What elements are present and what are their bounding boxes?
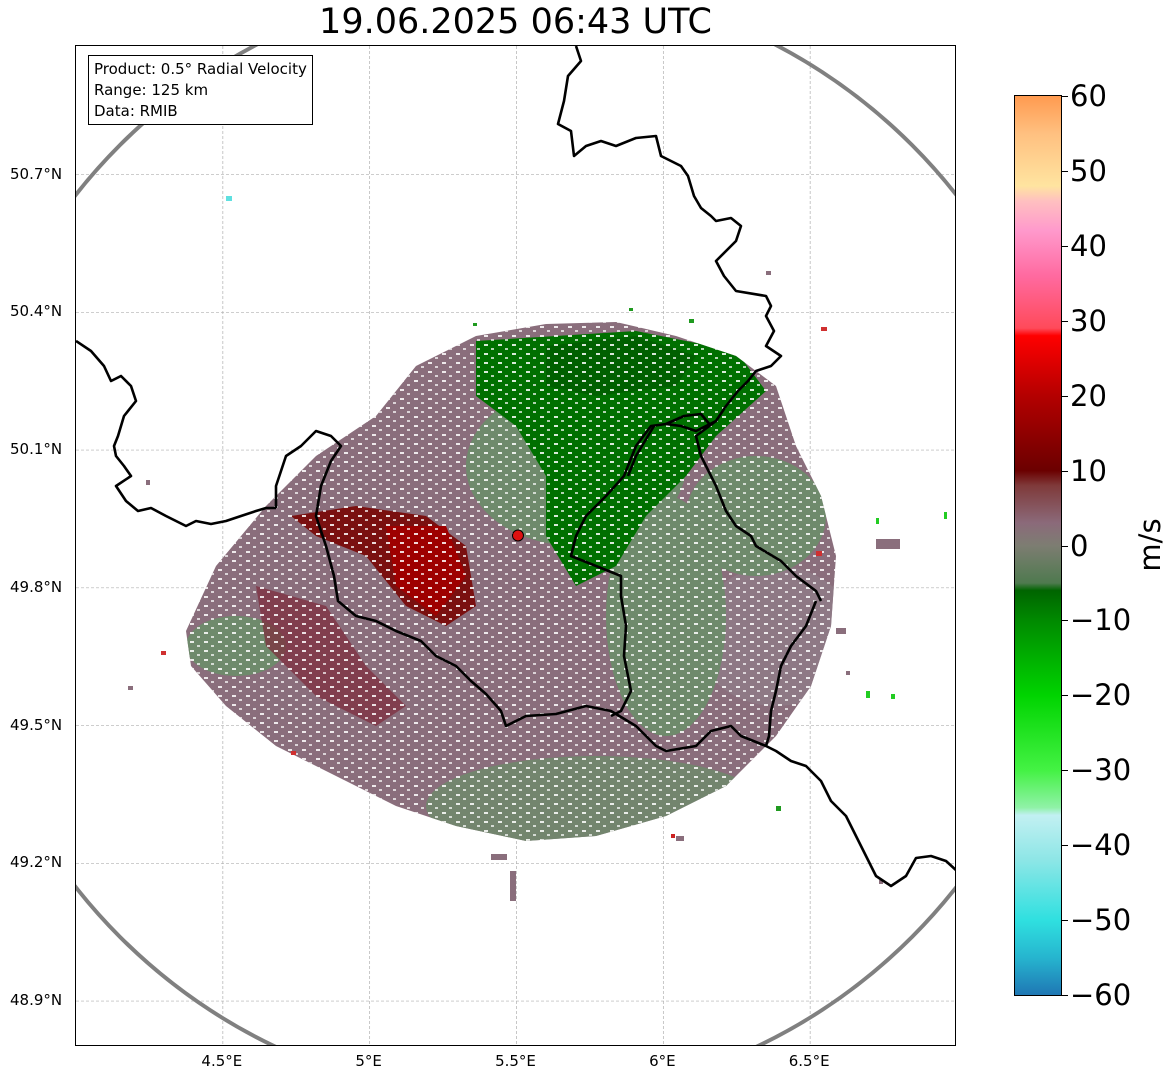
map-title: 19.06.2025 06:43 UTC — [319, 2, 712, 42]
lon-label: 6°E — [649, 1052, 676, 1070]
lon-label: 6.5°E — [788, 1052, 830, 1070]
colorbar-tick — [1062, 545, 1068, 547]
colorbar-tick-label: 50 — [1070, 153, 1107, 188]
colorbar-tick — [1062, 470, 1068, 472]
colorbar-tick-label: −30 — [1070, 753, 1132, 788]
colorbar-tick-label: −20 — [1070, 678, 1132, 713]
colorbar-tick — [1062, 845, 1068, 847]
colorbar-tick-label: 40 — [1070, 228, 1107, 263]
colorbar-unit-label: m/s — [1133, 518, 1167, 572]
colorbar-tick-label: 30 — [1070, 303, 1107, 338]
colorbar-tick — [1062, 395, 1068, 397]
lat-label: 50.1°N — [10, 440, 63, 459]
lat-label: 50.4°N — [10, 302, 63, 321]
colorbar-tick-label: −10 — [1070, 603, 1132, 638]
lat-label: 49.5°N — [10, 715, 63, 734]
colorbar-tick — [1062, 695, 1068, 697]
radar-map — [76, 46, 955, 1045]
lon-label: 5.5°E — [495, 1052, 536, 1070]
colorbar-tick — [1062, 920, 1068, 922]
colorbar-tick-label: 60 — [1070, 79, 1107, 113]
lat-label: 49.2°N — [10, 853, 63, 872]
radar-site-marker[interactable] — [511, 529, 524, 542]
colorbar-tick-label: 10 — [1070, 453, 1107, 488]
colorbar-fill — [1015, 96, 1061, 995]
lon-label: 5°E — [355, 1052, 382, 1070]
info-data-source: Data: RMIB — [94, 102, 178, 120]
colorbar-tick — [1062, 770, 1068, 772]
colorbar-tick-label: 0 — [1070, 528, 1089, 563]
lon-label: 4.5°E — [201, 1052, 243, 1070]
velocity-colorbar — [1014, 95, 1062, 996]
colorbar-tick — [1062, 245, 1068, 247]
info-range: Range: 125 km — [94, 81, 209, 99]
colorbar-tick-label: −40 — [1070, 828, 1132, 863]
colorbar-gradient — [1015, 96, 1061, 995]
colorbar-tick-label: 20 — [1070, 378, 1107, 413]
product-info-box: Product: 0.5° Radial Velocity Range: 125… — [88, 55, 313, 125]
colorbar-tick — [1062, 320, 1068, 322]
info-product: Product: 0.5° Radial Velocity — [94, 60, 307, 78]
velocity-pixel-scatter — [128, 196, 947, 901]
lat-label: 49.8°N — [10, 577, 63, 596]
colorbar-tick-label: −50 — [1070, 903, 1132, 938]
radar-echo-field — [186, 322, 836, 841]
colorbar-tick-label: −60 — [1070, 978, 1132, 1012]
colorbar-tick — [1062, 170, 1068, 172]
colorbar-tick — [1062, 96, 1068, 97]
lat-label: 50.7°N — [10, 164, 63, 183]
colorbar-tick — [1062, 620, 1068, 622]
radar-map-panel[interactable] — [75, 45, 956, 1046]
colorbar-tick — [1062, 995, 1068, 996]
lat-label: 48.9°N — [10, 991, 63, 1010]
country-borders — [76, 46, 955, 888]
